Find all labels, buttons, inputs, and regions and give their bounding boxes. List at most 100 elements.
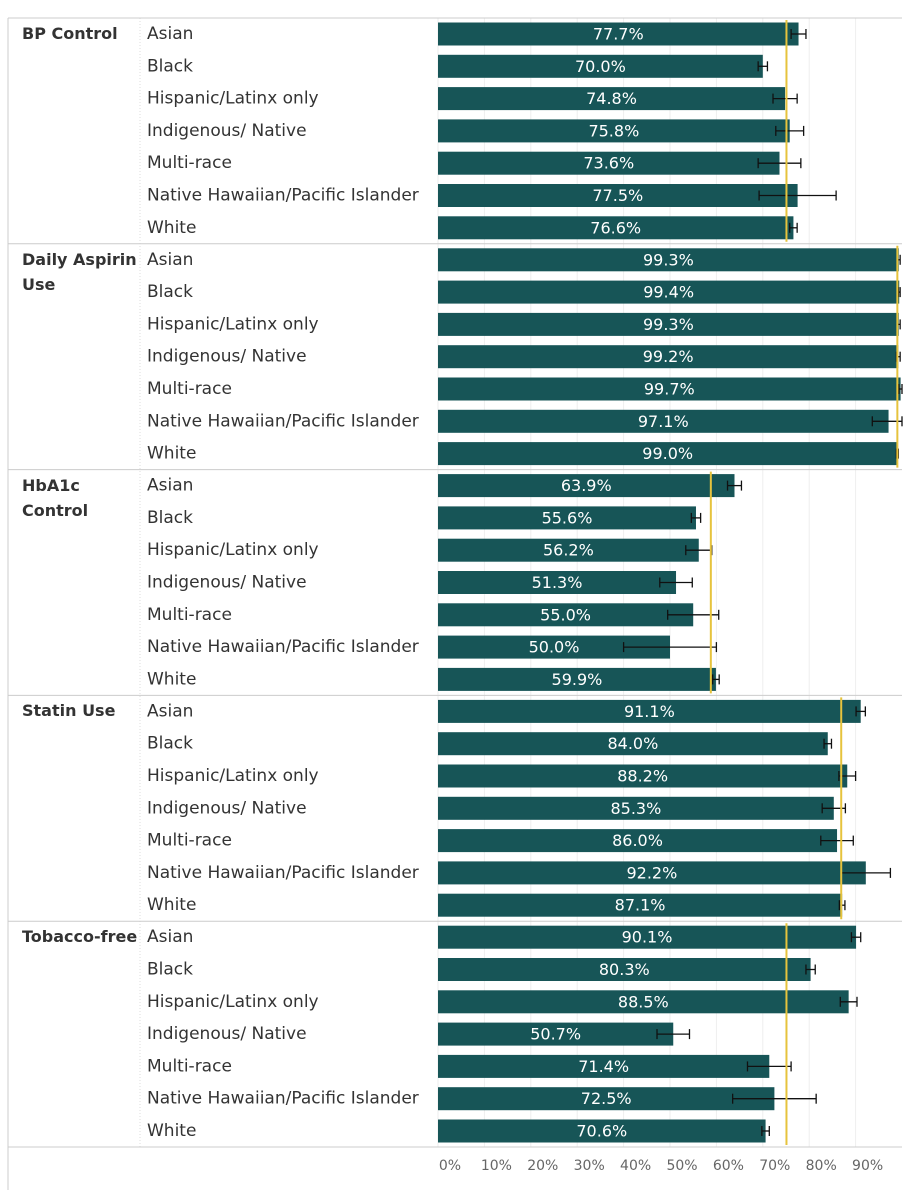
x-tick-label: 0% (439, 1158, 461, 1174)
value-label: 99.4% (643, 283, 694, 302)
category-label: Black (147, 282, 193, 302)
bar (438, 829, 838, 853)
error-bar (757, 158, 802, 169)
category-label: Multi-race (147, 379, 232, 399)
bar (438, 764, 848, 788)
bar (438, 151, 780, 175)
bar (438, 184, 798, 207)
error-bar (850, 932, 862, 943)
category-label: Black (147, 734, 193, 754)
bar (438, 732, 828, 756)
category-label: Hispanic/Latinx only (147, 314, 319, 334)
error-bar (772, 93, 798, 104)
value-label: 55.0% (540, 605, 591, 624)
category-label: Indigenous/ Native (147, 347, 307, 367)
x-tick-label: 50% (666, 1158, 697, 1174)
x-tick-label: 90% (852, 1158, 883, 1174)
value-label: 80.3% (599, 960, 650, 979)
error-bar (839, 996, 858, 1007)
error-bar (731, 1093, 817, 1104)
group-label-box: Daily Aspirin Use (22, 250, 137, 294)
value-label: 55.6% (542, 508, 593, 527)
value-label: 76.6% (590, 218, 641, 237)
category-label: Asian (147, 250, 193, 270)
bar (438, 409, 889, 433)
bar (438, 538, 699, 562)
x-tick-label: 60% (713, 1158, 744, 1174)
value-label: 88.5% (618, 992, 669, 1011)
value-label: 70.6% (576, 1122, 627, 1141)
bar (438, 893, 843, 917)
category-label: Indigenous/ Native (147, 573, 307, 593)
group-label-box: HbA1c Control (22, 475, 89, 520)
bar (438, 377, 901, 401)
bar (438, 216, 794, 240)
value-label: 71.4% (578, 1057, 629, 1076)
value-label: 99.3% (643, 250, 694, 269)
category-label: Asian (147, 927, 193, 947)
error-bar (622, 642, 718, 653)
bar (438, 1087, 775, 1111)
error-bar (712, 674, 720, 685)
bar (438, 474, 735, 498)
group-label: HbA1c Control (22, 475, 89, 520)
x-tick-label: 80% (806, 1158, 837, 1174)
x-tick-label: 70% (759, 1158, 790, 1174)
category-label: White (147, 218, 196, 238)
category-label: Hispanic/Latinx only (147, 540, 319, 560)
bar (438, 87, 786, 111)
category-label: White (147, 444, 196, 464)
value-label: 88.2% (617, 767, 668, 786)
category-label: Hispanic/Latinx only (147, 89, 319, 109)
category-label: Native Hawaiian/Pacific Islander (147, 186, 419, 206)
value-label: 86.0% (612, 831, 663, 850)
x-tick-label: 40% (620, 1158, 651, 1174)
category-label: Native Hawaiian/Pacific Islander (147, 863, 419, 883)
bar (438, 861, 866, 885)
value-label: 99.0% (642, 444, 693, 463)
bar (438, 280, 900, 304)
x-tick-label: 10% (481, 1158, 512, 1174)
x-tick-label: 20% (527, 1158, 558, 1174)
error-bar (789, 222, 798, 233)
value-label: 85.3% (610, 799, 661, 818)
value-label: 87.1% (615, 896, 666, 915)
bar (438, 571, 677, 594)
error-bar (898, 384, 903, 394)
value-label: 56.2% (543, 541, 594, 560)
value-label: 90.1% (622, 928, 673, 947)
group-label-box: BP Control (22, 24, 118, 43)
value-label: 99.3% (643, 315, 694, 334)
error-bar (775, 125, 805, 136)
x-tick-label: 30% (574, 1158, 605, 1174)
bar (438, 925, 857, 949)
error-bar (855, 706, 866, 717)
group-label: BP Control (22, 24, 118, 43)
value-label: 91.1% (624, 702, 675, 721)
bar (438, 635, 670, 659)
bar (438, 442, 898, 466)
bar (438, 54, 763, 78)
value-label: 70.0% (575, 57, 626, 76)
value-label: 73.6% (583, 154, 634, 173)
category-label: Asian (147, 476, 193, 496)
error-bar (758, 190, 837, 201)
error-bar (690, 512, 702, 523)
error-bar (790, 29, 807, 39)
category-label: Hispanic/Latinx only (147, 766, 319, 786)
category-label: Indigenous/ Native (147, 121, 307, 141)
value-label: 72.5% (581, 1089, 632, 1108)
value-label: 84.0% (607, 734, 658, 753)
bar (438, 1119, 766, 1143)
error-bar (659, 577, 693, 588)
bar (438, 506, 696, 530)
category-label: Asian (147, 24, 193, 44)
error-bar (823, 738, 833, 749)
value-label: 92.2% (626, 863, 677, 882)
value-label: 75.8% (588, 121, 639, 140)
error-bar (805, 964, 816, 975)
category-label: Asian (147, 701, 193, 721)
error-bar (761, 1126, 770, 1136)
error-bar (656, 1029, 691, 1040)
